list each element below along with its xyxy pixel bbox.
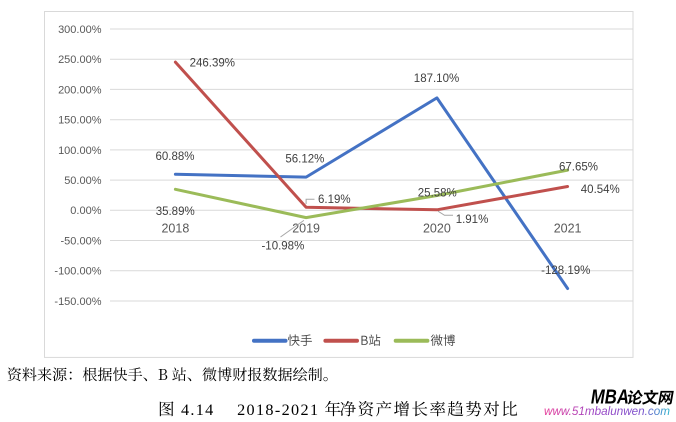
svg-text:250.00%: 250.00% bbox=[58, 54, 102, 66]
svg-text:1.91%: 1.91% bbox=[456, 214, 489, 226]
svg-text:-50.00%: -50.00% bbox=[61, 235, 102, 247]
svg-text:35.89%: 35.89% bbox=[156, 206, 195, 218]
svg-text:-128.19%: -128.19% bbox=[541, 265, 590, 277]
svg-text:4.14: 4.14 bbox=[181, 401, 215, 417]
svg-text:50.00%: 50.00% bbox=[64, 175, 102, 187]
svg-text:www.51mbalunwen.com: www.51mbalunwen.com bbox=[544, 404, 670, 417]
svg-text:100.00%: 100.00% bbox=[58, 145, 102, 157]
svg-text:2018-2021: 2018-2021 bbox=[237, 401, 319, 417]
svg-text:187.10%: 187.10% bbox=[414, 73, 459, 85]
svg-text:-10.98%: -10.98% bbox=[261, 241, 304, 253]
svg-text:2019: 2019 bbox=[292, 221, 320, 235]
svg-text:67.65%: 67.65% bbox=[559, 162, 598, 174]
svg-text:2021: 2021 bbox=[554, 221, 582, 235]
svg-text:56.12%: 56.12% bbox=[285, 154, 324, 166]
svg-text:200.00%: 200.00% bbox=[58, 84, 102, 96]
svg-text:150.00%: 150.00% bbox=[58, 115, 102, 127]
svg-text:-100.00%: -100.00% bbox=[54, 266, 101, 278]
svg-text:246.39%: 246.39% bbox=[190, 58, 235, 70]
svg-text:300.00%: 300.00% bbox=[58, 24, 102, 36]
svg-text:6.19%: 6.19% bbox=[318, 194, 351, 206]
svg-text:2020: 2020 bbox=[423, 221, 451, 235]
svg-text:60.88%: 60.88% bbox=[155, 151, 194, 163]
svg-text:MBA: MBA bbox=[591, 385, 629, 408]
svg-text:40.54%: 40.54% bbox=[581, 184, 620, 196]
svg-text:0.00%: 0.00% bbox=[70, 205, 101, 217]
svg-text:-150.00%: -150.00% bbox=[54, 296, 101, 308]
svg-text:2018: 2018 bbox=[161, 221, 189, 235]
svg-text:25.58%: 25.58% bbox=[418, 188, 457, 200]
